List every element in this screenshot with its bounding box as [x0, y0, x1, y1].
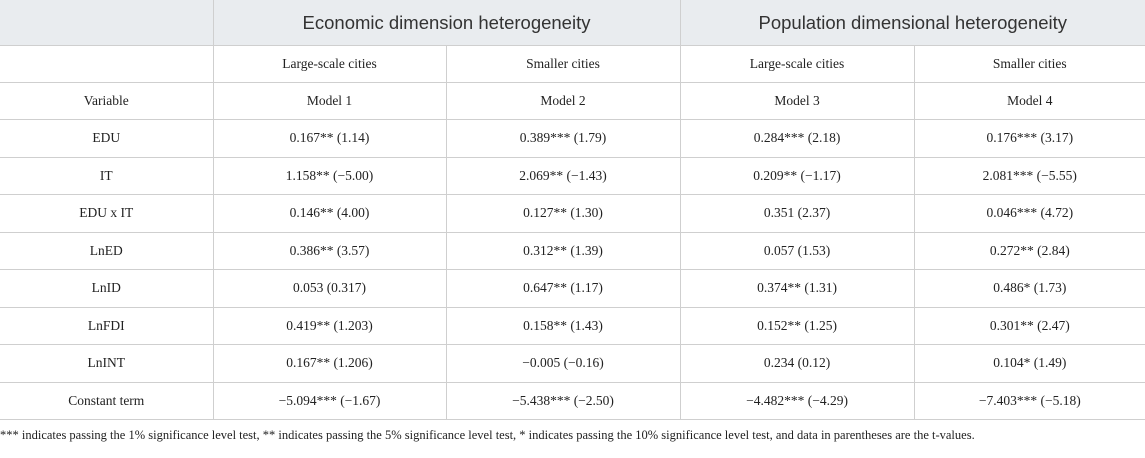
coefficient-cell: −4.482*** (−4.29): [679, 382, 915, 420]
coefficient-cell: 0.146** (4.00): [212, 194, 446, 233]
variable-name-cell: IT: [0, 157, 213, 195]
coefficient-cell: 0.158** (1.43): [445, 307, 681, 345]
coefficient-cell: 0.312** (1.39): [445, 232, 681, 270]
coefficient-cell: 0.057 (1.53): [679, 232, 915, 270]
sub-header-cell: Smaller cities: [445, 45, 681, 83]
group-header-blank: [0, 0, 213, 46]
coefficient-cell: 0.053 (0.317): [212, 269, 446, 308]
coefficient-cell: −5.094*** (−1.67): [212, 382, 446, 420]
coefficient-cell: 0.176*** (3.17): [913, 119, 1145, 158]
coefficient-cell: 0.234 (0.12): [679, 344, 915, 383]
sub-header-cell: Smaller cities: [913, 45, 1145, 83]
table-footnote: *** indicates passing the 1% significanc…: [0, 428, 975, 442]
coefficient-cell: 0.389*** (1.79): [445, 119, 681, 158]
table-row: LnID 0.053 (0.317) 0.647** (1.17) 0.374*…: [0, 269, 1145, 308]
variable-name-cell: EDU x IT: [0, 194, 213, 233]
group-header-row: Economic dimension heterogeneity Populat…: [0, 0, 1145, 46]
coefficient-cell: −5.438*** (−2.50): [445, 382, 681, 420]
coefficient-cell: 0.374** (1.31): [679, 269, 915, 308]
model-header-cell: Model 3: [679, 82, 915, 120]
table-row: LnINT 0.167** (1.206) −0.005 (−0.16) 0.2…: [0, 344, 1145, 383]
model-header-cell: Model 4: [913, 82, 1145, 120]
sub-header-cell: Large-scale cities: [212, 45, 446, 83]
coefficient-cell: 0.167** (1.14): [212, 119, 446, 158]
coefficient-cell: 0.386** (3.57): [212, 232, 446, 270]
variable-name-cell: LnFDI: [0, 307, 213, 345]
coefficient-cell: 0.284*** (2.18): [679, 119, 915, 158]
model-header-row: Variable Model 1 Model 2 Model 3 Model 4: [0, 82, 1145, 120]
coefficient-cell: 2.069** (−1.43): [445, 157, 681, 195]
table-row: LnFDI 0.419** (1.203) 0.158** (1.43) 0.1…: [0, 307, 1145, 345]
coefficient-cell: 1.158** (−5.00): [212, 157, 446, 195]
group-header-economic: Economic dimension heterogeneity: [212, 0, 681, 46]
coefficient-cell: −0.005 (−0.16): [445, 344, 681, 383]
coefficient-cell: 0.104* (1.49): [913, 344, 1145, 383]
coefficient-cell: 0.301** (2.47): [913, 307, 1145, 345]
table-row: EDU 0.167** (1.14) 0.389*** (1.79) 0.284…: [0, 119, 1145, 158]
group-header-population: Population dimensional heterogeneity: [679, 0, 1145, 46]
variable-name-cell: LnED: [0, 232, 213, 270]
coefficient-cell: 0.046*** (4.72): [913, 194, 1145, 233]
coefficient-cell: 0.167** (1.206): [212, 344, 446, 383]
coefficient-cell: 0.152** (1.25): [679, 307, 915, 345]
coefficient-cell: 0.647** (1.17): [445, 269, 681, 308]
coefficient-cell: 0.486* (1.73): [913, 269, 1145, 308]
coefficient-cell: 2.081*** (−5.55): [913, 157, 1145, 195]
model-header-cell: Model 2: [445, 82, 681, 120]
variable-name-cell: EDU: [0, 119, 213, 158]
coefficient-cell: −7.403*** (−5.18): [913, 382, 1145, 420]
coefficient-cell: 0.351 (2.37): [679, 194, 915, 233]
table-row: LnED 0.386** (3.57) 0.312** (1.39) 0.057…: [0, 232, 1145, 270]
sub-header-row: Large-scale cities Smaller cities Large-…: [0, 45, 1145, 83]
variable-name-cell: LnINT: [0, 344, 213, 383]
variable-name-cell: Constant term: [0, 382, 213, 420]
table-row: EDU x IT 0.146** (4.00) 0.127** (1.30) 0…: [0, 194, 1145, 233]
variable-name-cell: LnID: [0, 269, 213, 308]
variable-column-header: Variable: [0, 82, 213, 120]
sub-header-cell: Large-scale cities: [679, 45, 915, 83]
table-row: IT 1.158** (−5.00) 2.069** (−1.43) 0.209…: [0, 157, 1145, 195]
coefficient-cell: 0.419** (1.203): [212, 307, 446, 345]
sub-header-blank: [0, 45, 213, 83]
results-table-container: Economic dimension heterogeneity Populat…: [0, 0, 1145, 442]
coefficient-cell: 0.209** (−1.17): [679, 157, 915, 195]
coefficient-cell: 0.127** (1.30): [445, 194, 681, 233]
coefficient-cell: 0.272** (2.84): [913, 232, 1145, 270]
table-row: Constant term −5.094*** (−1.67) −5.438**…: [0, 382, 1145, 420]
regression-results-table: Economic dimension heterogeneity Populat…: [0, 0, 1145, 420]
model-header-cell: Model 1: [212, 82, 446, 120]
